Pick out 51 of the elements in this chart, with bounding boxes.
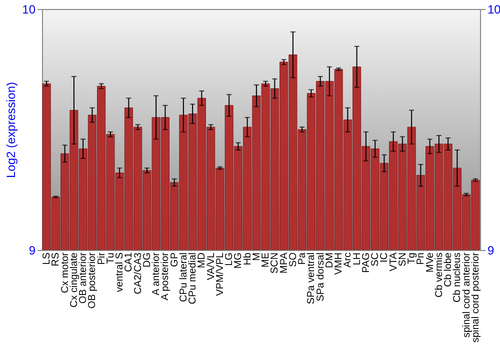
x-tick-label: Cx cingulate xyxy=(68,252,80,308)
x-tick-label: SN xyxy=(397,252,408,266)
x-tick-label: IC xyxy=(379,252,390,262)
x-tick-label: Hb xyxy=(242,252,254,266)
x-tick-label: VTA xyxy=(388,252,400,272)
x-tick-label: CPu lateral xyxy=(178,252,190,302)
x-tick-label: ME xyxy=(260,252,272,268)
x-tick-label: OB anterior xyxy=(78,252,90,304)
x-tick-label: Cx motor xyxy=(60,252,71,294)
x-tick-label: M xyxy=(251,252,262,261)
y-axis-title: Log2 (expression) xyxy=(4,82,18,178)
x-tick-label: Arc xyxy=(342,252,354,268)
x-tick-label: Tg xyxy=(406,252,418,264)
x-tick-label: DG xyxy=(142,252,153,268)
x-tick-label: OB posterior xyxy=(87,252,98,309)
x-tick-label: SC xyxy=(370,252,382,266)
x-tick-label: SCN xyxy=(270,252,281,274)
x-tick-label: CPu medial xyxy=(188,252,199,304)
x-tick-label: SPa ventral xyxy=(306,252,318,304)
y2-tick-label: 9 xyxy=(488,244,494,258)
x-tick-label: MG xyxy=(233,252,244,269)
x-tick-label: spinal cord anterior xyxy=(461,252,472,338)
x-tick-label: VPM/VPL xyxy=(214,252,226,296)
x-tick-label: CA1 xyxy=(124,252,135,272)
x-tick-label: Pa xyxy=(297,252,308,265)
x-tick-label: SO xyxy=(288,252,299,267)
x-tick-label: GP xyxy=(169,252,180,267)
x-tick-label: Pir xyxy=(96,252,108,265)
x-tick-label: A anterior xyxy=(151,252,162,296)
y2-tick-label: 10 xyxy=(488,2,500,16)
x-tick-label: CA2/CA3 xyxy=(132,252,144,294)
x-tick-label: MD xyxy=(196,252,208,268)
x-tick-label: Cb lobe xyxy=(443,252,454,287)
x-tick-label: LG xyxy=(224,252,236,266)
x-tick-label: A posterior xyxy=(160,252,172,300)
x-tick-label: Cb nucleus xyxy=(452,252,464,303)
x-tick-label: VA/VL xyxy=(206,252,217,280)
x-tick-label: LS xyxy=(42,252,53,265)
x-tick-label: RS xyxy=(50,252,62,266)
x-tick-label: Tu xyxy=(105,252,116,264)
x-tick-label: MVe xyxy=(424,252,436,273)
x-tick-label: Pn xyxy=(416,252,427,265)
x-tick-label: spinal cord posterior xyxy=(470,252,482,343)
x-tick-label: ventral S xyxy=(114,252,126,292)
x-tick-label: Cb vermis xyxy=(434,252,445,298)
x-tick-label: VMH xyxy=(334,252,345,275)
x-tick-label: SPa dorsal xyxy=(315,252,326,302)
x-tick-label: MPA xyxy=(278,252,290,274)
x-tick-label: PAG xyxy=(360,252,372,273)
x-tick-label: LH xyxy=(352,252,363,266)
x-tick-label: DM xyxy=(324,252,336,268)
